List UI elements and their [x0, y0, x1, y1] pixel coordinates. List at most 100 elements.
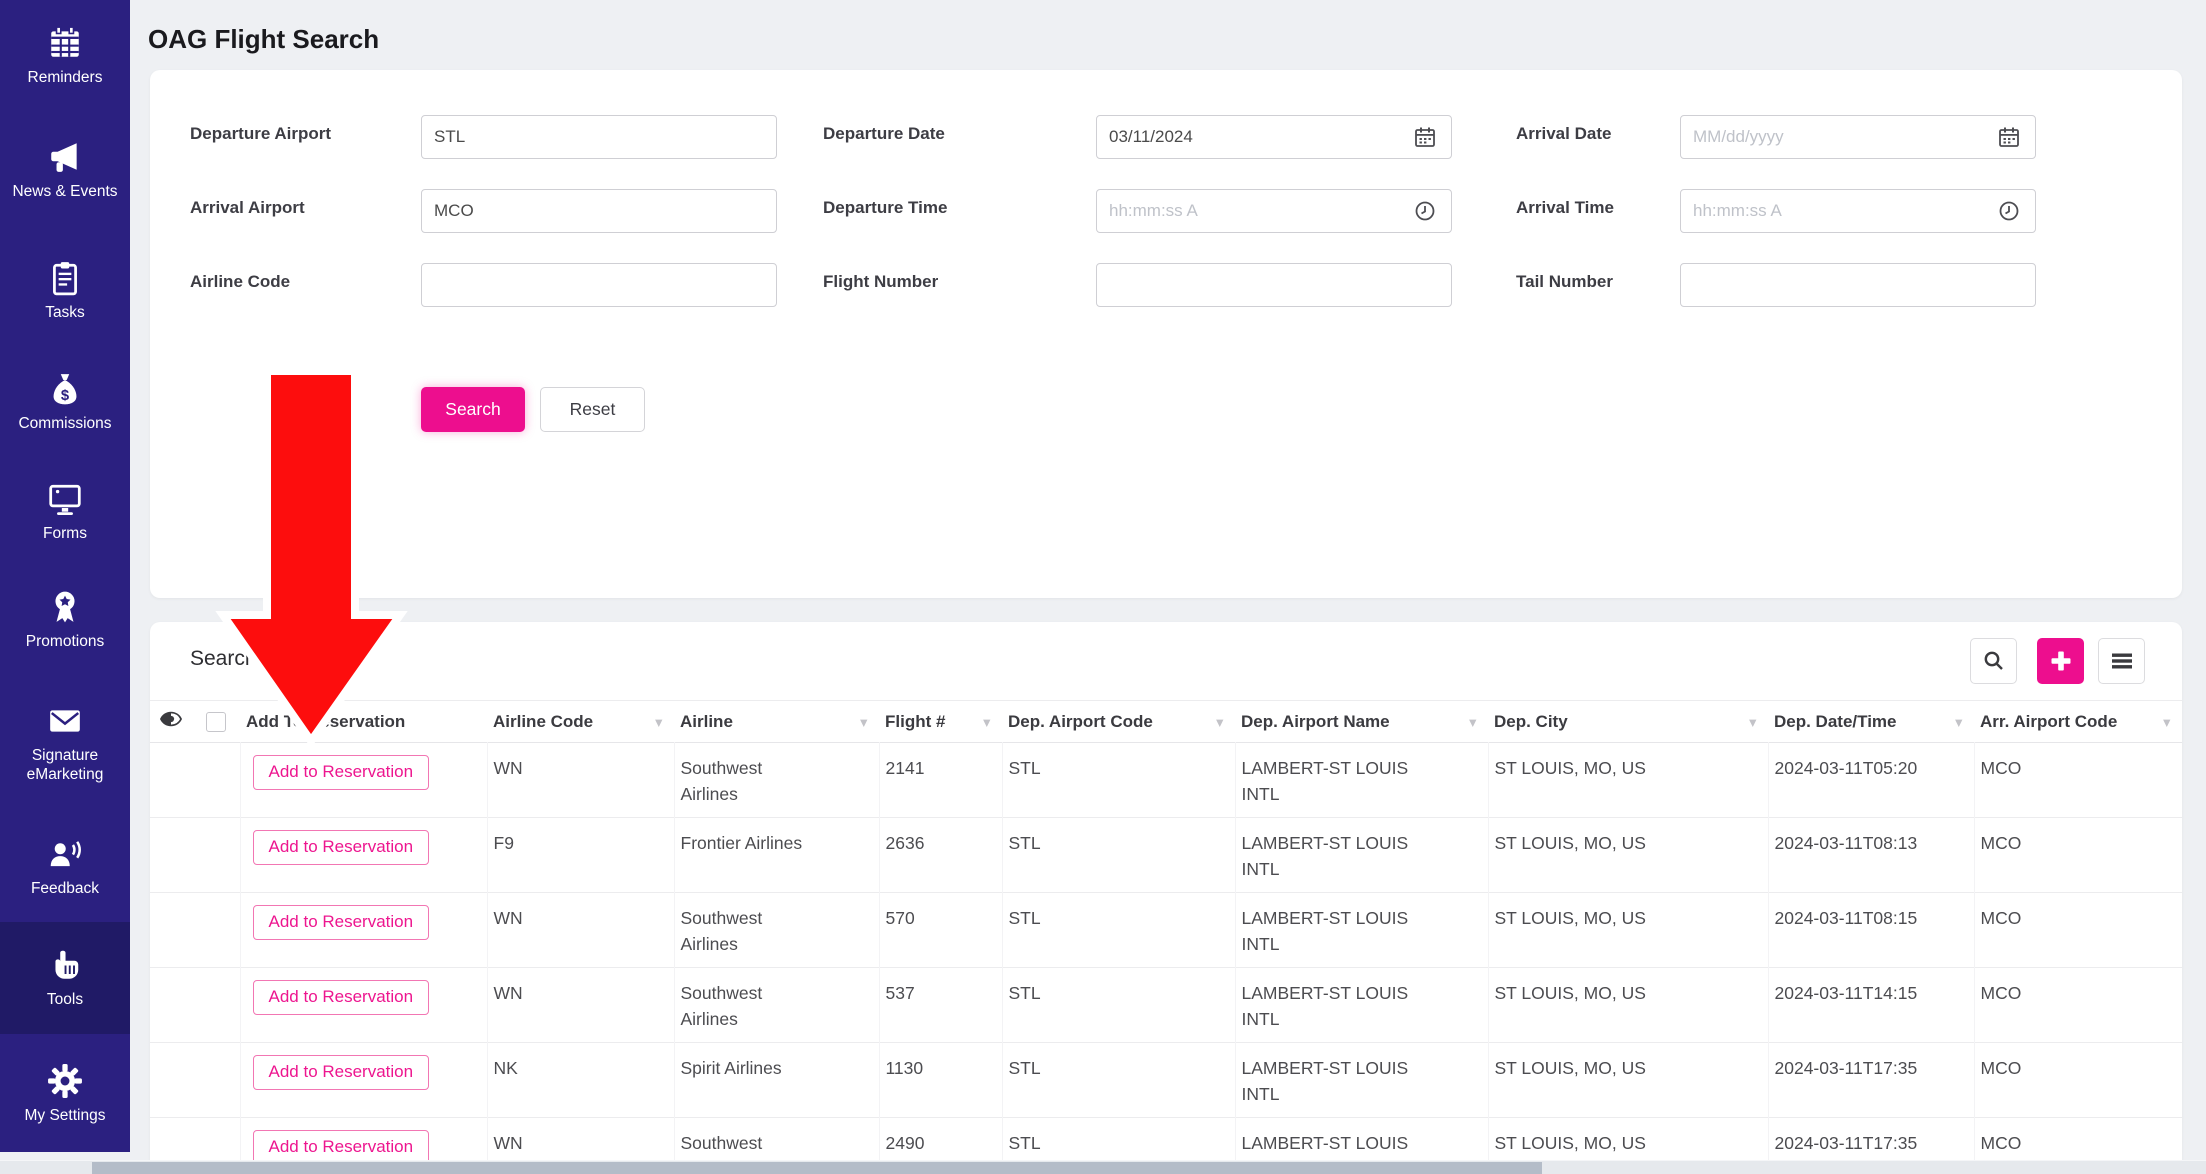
award-icon	[55, 591, 75, 623]
column-header-arr-airport-code[interactable]: Arr. Airport Code ▾	[1980, 711, 2170, 731]
arrival-date-input[interactable]	[1680, 115, 2036, 159]
sidebar-item-label: Signature eMarketing	[26, 746, 104, 783]
sidebar-item-label: Reminders	[27, 69, 103, 86]
sidebar-item-commissions[interactable]: $ Commissions	[0, 346, 130, 458]
arrival-airport-input[interactable]	[421, 189, 777, 233]
money-bag-icon: $	[53, 374, 77, 405]
departure-time-label: Departure Time	[823, 198, 948, 217]
gear-icon	[48, 1064, 82, 1098]
flight-number-input[interactable]	[1096, 263, 1452, 307]
departure-date-input[interactable]	[1096, 115, 1452, 159]
scrollbar-thumb[interactable]	[92, 1162, 1542, 1174]
airline-code-label: Airline Code	[190, 272, 291, 291]
calendar-icon[interactable]	[1998, 126, 2020, 148]
select-all-checkbox[interactable]	[206, 711, 226, 732]
departure-airport-input[interactable]	[421, 115, 777, 159]
results-heading: Search Results	[190, 647, 333, 670]
column-header-airline-code[interactable]: Airline Code ▾	[493, 711, 662, 731]
arrival-time-input[interactable]	[1680, 189, 2036, 233]
departure-date-label: Departure Date	[823, 124, 945, 143]
table-row: Add to Reservation WN Southwest Airlines…	[150, 742, 2182, 818]
sidebar-item-label: Promotions	[25, 633, 105, 650]
sidebar-item-label: Commissions	[18, 415, 112, 432]
sort-arrow-icon[interactable]: ▾	[860, 714, 867, 730]
table-row: Add to Reservation WN Southwest Airlines…	[150, 1117, 2182, 1162]
sidebar-item-label: News & Events	[12, 183, 118, 200]
table-menu-button[interactable]	[2098, 638, 2145, 684]
departure-time-input[interactable]	[1096, 189, 1452, 233]
table-row: Add to Reservation NK Spirit Airlines 11…	[150, 1042, 2182, 1118]
add-to-reservation-button[interactable]: Add to Reservation	[252, 980, 430, 1015]
eye-icon	[160, 711, 182, 727]
calendar-icon	[51, 26, 79, 57]
sort-arrow-icon[interactable]: ▾	[1749, 714, 1756, 730]
sidebar-item-promotions[interactable]: Promotions	[0, 566, 130, 674]
person-speaking-icon	[50, 841, 81, 867]
sidebar-nav: Reminders News & Events Tasks $ Commissi…	[0, 0, 130, 1154]
calendar-icon[interactable]	[1414, 126, 1436, 148]
departure-airport-label: Departure Airport	[190, 124, 332, 143]
megaphone-icon	[51, 143, 77, 172]
table-search-button[interactable]	[1970, 638, 2017, 684]
sidebar-item-feedback[interactable]: Feedback	[0, 812, 130, 922]
menu-icon	[2111, 653, 2132, 669]
horizontal-scrollbar[interactable]	[0, 1160, 2206, 1174]
sidebar-item-label: Forms	[43, 525, 87, 542]
hand-pointer-icon	[55, 950, 79, 979]
sort-arrow-icon[interactable]: ▾	[983, 714, 990, 730]
search-icon	[1984, 651, 2003, 670]
sort-arrow-icon[interactable]: ▾	[1216, 714, 1223, 730]
clock-icon[interactable]	[1414, 200, 1436, 222]
add-to-reservation-button[interactable]: Add to Reservation	[252, 830, 430, 865]
sidebar-item-news-events[interactable]: News & Events	[0, 104, 130, 236]
plus-icon	[2051, 651, 2070, 671]
search-results-panel: Search Results Add To Reservation Airlin…	[150, 622, 2182, 1162]
sidebar-item-my-settings[interactable]: My Settings	[0, 1034, 130, 1154]
table-row: Add to Reservation F9 Frontier Airlines …	[150, 817, 2182, 893]
airline-code-input[interactable]	[421, 263, 777, 307]
arrival-time-label: Arrival Time	[1516, 198, 1614, 217]
column-header-dep-airport-name[interactable]: Dep. Airport Name ▾	[1241, 711, 1476, 731]
clock-icon[interactable]	[1998, 200, 2020, 222]
column-header-dep-datetime[interactable]: Dep. Date/Time ▾	[1774, 711, 1962, 731]
clipboard-icon	[53, 262, 77, 296]
table-row: Add to Reservation WN Southwest Airlines…	[150, 892, 2182, 968]
sidebar-item-label: Tools	[46, 991, 84, 1008]
page-title: OAG Flight Search	[148, 24, 380, 54]
column-header-airline[interactable]: Airline ▾	[680, 711, 867, 731]
table-row: Add to Reservation WN Southwest Airlines…	[150, 967, 2182, 1043]
sidebar-item-tasks[interactable]: Tasks	[0, 236, 130, 346]
sidebar-item-label: Tasks	[45, 304, 85, 321]
envelope-icon	[50, 709, 80, 732]
reset-button[interactable]: Reset	[540, 387, 645, 432]
column-header-add-to-reservation: Add To Reservation	[246, 711, 406, 731]
sort-arrow-icon[interactable]: ▾	[655, 714, 662, 730]
sort-arrow-icon[interactable]: ▾	[1955, 714, 1962, 730]
svg-text:$: $	[61, 388, 70, 404]
sort-arrow-icon[interactable]: ▾	[1469, 714, 1476, 730]
sidebar-item-label: Feedback	[30, 880, 100, 897]
add-to-reservation-button[interactable]: Add to Reservation	[252, 1130, 430, 1162]
column-header-dep-airport-code[interactable]: Dep. Airport Code ▾	[1008, 711, 1223, 731]
column-header-flight[interactable]: Flight # ▾	[885, 711, 990, 731]
sidebar-item-tools[interactable]: Tools	[0, 922, 130, 1034]
arrival-airport-label: Arrival Airport	[190, 198, 305, 217]
column-visibility-toggle[interactable]	[150, 701, 192, 743]
add-to-reservation-button[interactable]: Add to Reservation	[252, 755, 430, 790]
sort-arrow-icon[interactable]: ▾	[2163, 714, 2170, 730]
flight-number-label: Flight Number	[823, 272, 939, 291]
tail-number-input[interactable]	[1680, 263, 2036, 307]
add-to-reservation-button[interactable]: Add to Reservation	[252, 1055, 430, 1090]
sidebar-item-signature-emarketing[interactable]: Signature eMarketing	[0, 674, 130, 812]
flight-results-table: Add To Reservation Airline Code ▾ Airline…	[150, 700, 2182, 1162]
add-to-reservation-button[interactable]: Add to Reservation	[252, 905, 430, 940]
table-add-button[interactable]	[2037, 638, 2084, 684]
sidebar-item-reminders[interactable]: Reminders	[0, 8, 130, 104]
sidebar-item-label: My Settings	[24, 1107, 106, 1124]
search-button[interactable]: Search	[421, 387, 525, 432]
column-header-dep-city[interactable]: Dep. City ▾	[1494, 711, 1756, 731]
sidebar-item-forms[interactable]: Forms	[0, 458, 130, 566]
arrival-date-label: Arrival Date	[1516, 124, 1612, 143]
table-header-row: Add To Reservation Airline Code ▾ Airline…	[150, 700, 2182, 743]
monitor-icon	[49, 484, 81, 515]
